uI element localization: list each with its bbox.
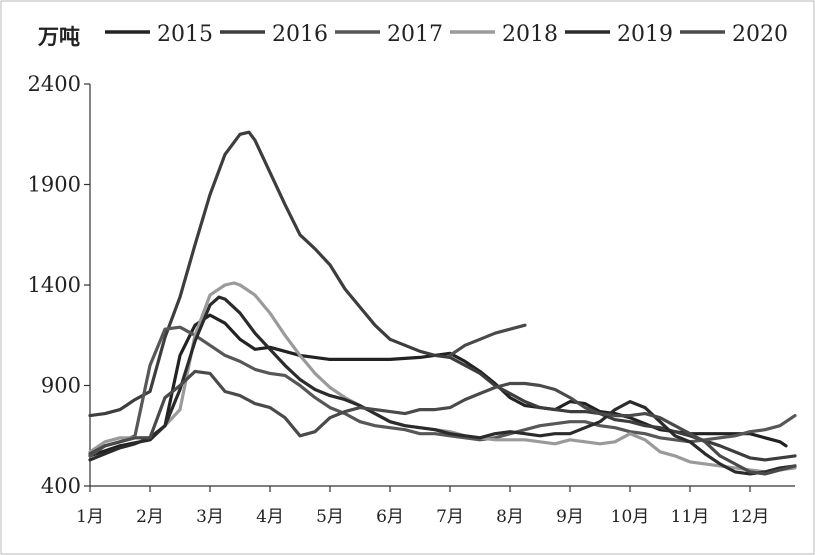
legend: 2015 2016 2017 2018 2019 2020 — [105, 22, 788, 47]
x-tick-label: 3月 — [196, 507, 224, 527]
x-tick-label: 9月 — [556, 507, 584, 527]
series-line-2017 — [88, 325, 797, 458]
y-tick-label: 900 — [41, 374, 81, 398]
x-tick-label: 2月 — [136, 507, 164, 527]
y-tick-label: 1900 — [28, 173, 81, 197]
legend-label-2017: 2017 — [387, 22, 443, 47]
x-tick-label: 12月 — [731, 507, 770, 527]
series-line-2020 — [88, 369, 797, 476]
x-tick-label: 6月 — [376, 507, 404, 527]
x-tick-label: 4月 — [256, 507, 284, 527]
legend-label-2018: 2018 — [502, 22, 558, 47]
legend-label-2019: 2019 — [617, 22, 673, 47]
x-tick-label: 7月 — [436, 507, 464, 527]
legend-label-2020: 2020 — [732, 22, 788, 47]
series-line-2016 — [88, 130, 797, 462]
x-axis: 1月 2月 3月 4月 5月 6月 7月 8月 9月 10月 11月 12月 — [76, 485, 795, 527]
x-tick-label: 11月 — [671, 507, 710, 527]
legend-label-2015: 2015 — [157, 22, 213, 47]
series-line-2020-tail — [448, 323, 527, 357]
y-tick-label: 2400 — [28, 72, 81, 96]
y-axis: 400 900 1400 1900 2400 — [28, 72, 91, 498]
legend-label-2016: 2016 — [272, 22, 328, 47]
y-tick-label: 400 — [41, 474, 81, 498]
x-tick-label: 5月 — [316, 507, 344, 527]
y-tick-label: 1400 — [28, 273, 81, 297]
x-tick-label: 1月 — [76, 507, 104, 527]
x-tick-label: 10月 — [611, 507, 650, 527]
series-layer — [88, 130, 797, 476]
x-tick-label: 8月 — [496, 507, 524, 527]
unit-label: 万吨 — [37, 25, 80, 49]
series-line-2019 — [88, 295, 797, 476]
